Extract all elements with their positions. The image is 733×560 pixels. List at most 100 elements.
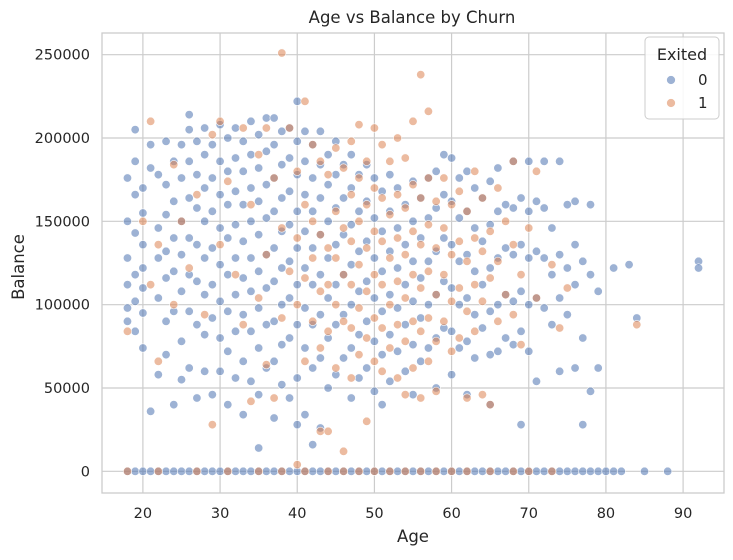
scatter-point-exited-0 bbox=[223, 270, 233, 280]
y-axis-label: Balance bbox=[9, 234, 28, 300]
scatter-point-exited-1 bbox=[331, 143, 341, 153]
scatter-point-exited-0 bbox=[393, 263, 403, 273]
y-tick-label: 250000 bbox=[35, 48, 90, 64]
scatter-point-exited-0 bbox=[176, 140, 186, 150]
scatter-point-exited-0 bbox=[354, 246, 364, 256]
scatter-point-exited-0 bbox=[315, 270, 325, 280]
scatter-point-exited-1 bbox=[261, 250, 271, 260]
scatter-point-exited-0 bbox=[277, 380, 287, 390]
scatter-point-exited-1 bbox=[485, 400, 495, 410]
scatter-point-exited-0 bbox=[161, 316, 171, 326]
scatter-point-exited-0 bbox=[477, 280, 487, 290]
scatter-point-exited-1 bbox=[477, 193, 487, 203]
scatter-point-exited-0 bbox=[130, 125, 140, 135]
scatter-point-exited-0 bbox=[585, 270, 595, 280]
scatter-point-exited-1 bbox=[354, 120, 364, 130]
scatter-point-exited-1 bbox=[261, 360, 271, 370]
scatter-point-exited-1 bbox=[385, 210, 395, 220]
scatter-point-exited-0 bbox=[416, 356, 426, 366]
scatter-point-exited-1 bbox=[393, 320, 403, 330]
scatter-point-exited-0 bbox=[192, 393, 202, 403]
scatter-point-exited-0 bbox=[462, 293, 472, 303]
scatter-point-exited-0 bbox=[292, 373, 302, 383]
scatter-point-exited-1 bbox=[423, 266, 433, 276]
scatter-point-exited-0 bbox=[246, 326, 256, 336]
scatter-point-exited-0 bbox=[223, 400, 233, 410]
scatter-point-exited-1 bbox=[269, 173, 279, 183]
scatter-point-exited-0 bbox=[524, 156, 534, 166]
scatter-point-exited-0 bbox=[138, 208, 148, 218]
scatter-point-exited-1 bbox=[416, 240, 426, 250]
scatter-point-exited-0 bbox=[447, 240, 457, 250]
spines-layer bbox=[101, 32, 725, 494]
scatter-point-exited-1 bbox=[122, 466, 132, 476]
scatter-point-exited-1 bbox=[300, 466, 310, 476]
scatter-point-exited-0 bbox=[485, 306, 495, 316]
scatter-point-exited-0 bbox=[578, 256, 588, 266]
scatter-point-exited-0 bbox=[354, 206, 364, 216]
scatter-point-exited-0 bbox=[470, 223, 480, 233]
scatter-point-exited-1 bbox=[285, 123, 295, 133]
scatter-point-exited-1 bbox=[323, 280, 333, 290]
scatter-point-exited-1 bbox=[269, 393, 279, 403]
scatter-point-exited-0 bbox=[215, 190, 225, 200]
scatter-point-exited-0 bbox=[184, 125, 194, 135]
scatter-point-exited-0 bbox=[454, 466, 464, 476]
scatter-point-exited-1 bbox=[423, 356, 433, 366]
scatter-point-exited-0 bbox=[277, 126, 287, 136]
scatter-point-exited-0 bbox=[254, 303, 264, 313]
scatter-point-exited-1 bbox=[369, 270, 379, 280]
scatter-point-exited-0 bbox=[161, 210, 171, 220]
scatter-point-exited-1 bbox=[331, 253, 341, 263]
scatter-point-exited-0 bbox=[285, 466, 295, 476]
scatter-point-exited-0 bbox=[200, 253, 210, 263]
scatter-point-exited-0 bbox=[423, 343, 433, 353]
scatter-point-exited-1 bbox=[238, 320, 248, 330]
scatter-point-exited-1 bbox=[462, 306, 472, 316]
scatter-point-exited-1 bbox=[416, 466, 426, 476]
scatter-point-exited-0 bbox=[300, 410, 310, 420]
scatter-point-exited-1 bbox=[416, 70, 426, 80]
scatter-point-exited-0 bbox=[439, 466, 449, 476]
scatter-point-exited-0 bbox=[601, 466, 611, 476]
scatter-point-exited-1 bbox=[377, 193, 387, 203]
scatter-point-exited-0 bbox=[454, 343, 464, 353]
scatter-point-exited-0 bbox=[462, 166, 472, 176]
scatter-point-exited-0 bbox=[362, 466, 372, 476]
scatter-point-exited-1 bbox=[431, 243, 441, 253]
x-tick-label: 50 bbox=[365, 506, 383, 522]
scatter-point-exited-0 bbox=[462, 336, 472, 346]
scatter-point-exited-0 bbox=[215, 156, 225, 166]
scatter-point-exited-0 bbox=[300, 190, 310, 200]
scatter-point-exited-1 bbox=[346, 280, 356, 290]
scatter-point-exited-1 bbox=[323, 426, 333, 436]
scatter-point-exited-1 bbox=[408, 116, 418, 126]
scatter-point-exited-1 bbox=[292, 460, 302, 470]
scatter-point-exited-0 bbox=[331, 320, 341, 330]
scatter-point-exited-0 bbox=[254, 390, 264, 400]
scatter-point-exited-0 bbox=[640, 466, 650, 476]
scatter-point-exited-1 bbox=[277, 313, 287, 323]
scatter-point-exited-1 bbox=[516, 270, 526, 280]
scatter-point-exited-1 bbox=[447, 466, 457, 476]
scatter-point-exited-0 bbox=[254, 443, 264, 453]
scatter-point-exited-0 bbox=[447, 153, 457, 163]
scatter-point-exited-0 bbox=[192, 240, 202, 250]
scatter-point-exited-1 bbox=[431, 290, 441, 300]
scatter-point-exited-1 bbox=[431, 466, 441, 476]
scatter-point-exited-1 bbox=[346, 373, 356, 383]
scatter-point-exited-0 bbox=[439, 190, 449, 200]
scatter-point-exited-0 bbox=[501, 200, 511, 210]
scatter-point-exited-0 bbox=[161, 350, 171, 360]
scatter-point-exited-1 bbox=[184, 263, 194, 273]
scatter-point-exited-0 bbox=[547, 223, 557, 233]
scatter-point-exited-1 bbox=[300, 96, 310, 106]
scatter-point-exited-0 bbox=[501, 466, 511, 476]
scatter-point-exited-0 bbox=[493, 466, 503, 476]
scatter-point-exited-0 bbox=[238, 410, 248, 420]
scatter-point-exited-1 bbox=[400, 250, 410, 260]
scatter-point-exited-1 bbox=[292, 166, 302, 176]
scatter-point-exited-0 bbox=[231, 290, 241, 300]
scatter-point-exited-0 bbox=[223, 346, 233, 356]
